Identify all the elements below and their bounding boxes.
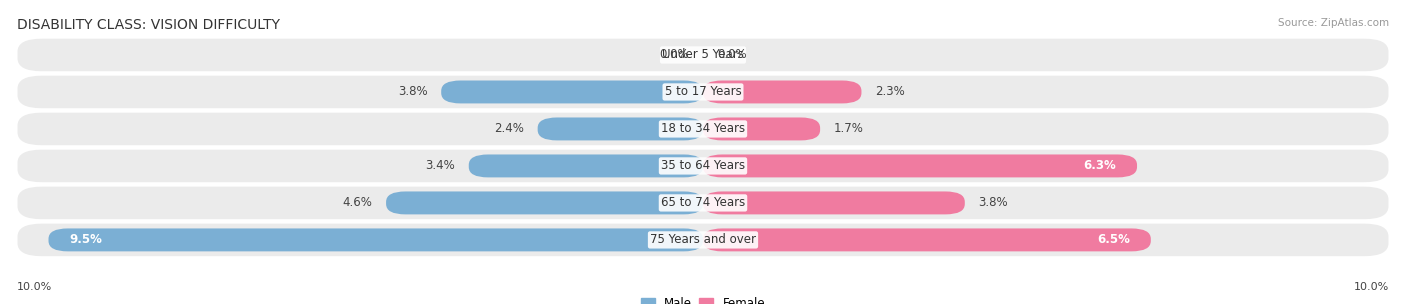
FancyBboxPatch shape — [17, 113, 1389, 145]
FancyBboxPatch shape — [703, 117, 820, 140]
Text: 35 to 64 Years: 35 to 64 Years — [661, 159, 745, 172]
Text: 3.8%: 3.8% — [979, 196, 1008, 209]
Text: 0.0%: 0.0% — [717, 48, 747, 61]
FancyBboxPatch shape — [17, 39, 1389, 71]
FancyBboxPatch shape — [703, 81, 862, 103]
Text: 3.4%: 3.4% — [425, 159, 456, 172]
Text: Under 5 Years: Under 5 Years — [662, 48, 744, 61]
FancyBboxPatch shape — [17, 150, 1389, 182]
Text: 10.0%: 10.0% — [1354, 282, 1389, 292]
Text: 65 to 74 Years: 65 to 74 Years — [661, 196, 745, 209]
Text: 6.3%: 6.3% — [1084, 159, 1116, 172]
FancyBboxPatch shape — [17, 224, 1389, 256]
FancyBboxPatch shape — [703, 192, 965, 214]
Text: 2.3%: 2.3% — [875, 85, 905, 98]
FancyBboxPatch shape — [17, 76, 1389, 108]
FancyBboxPatch shape — [537, 117, 703, 140]
FancyBboxPatch shape — [387, 192, 703, 214]
FancyBboxPatch shape — [468, 154, 703, 178]
Legend: Male, Female: Male, Female — [636, 292, 770, 304]
Text: 4.6%: 4.6% — [343, 196, 373, 209]
Text: 10.0%: 10.0% — [17, 282, 52, 292]
Text: 6.5%: 6.5% — [1097, 233, 1130, 247]
FancyBboxPatch shape — [17, 187, 1389, 219]
FancyBboxPatch shape — [441, 81, 703, 103]
Text: DISABILITY CLASS: VISION DIFFICULTY: DISABILITY CLASS: VISION DIFFICULTY — [17, 18, 280, 32]
Text: 2.4%: 2.4% — [494, 123, 524, 136]
Text: 0.0%: 0.0% — [659, 48, 689, 61]
Text: 18 to 34 Years: 18 to 34 Years — [661, 123, 745, 136]
Text: 75 Years and over: 75 Years and over — [650, 233, 756, 247]
Text: 3.8%: 3.8% — [398, 85, 427, 98]
Text: 9.5%: 9.5% — [69, 233, 103, 247]
Text: 1.7%: 1.7% — [834, 123, 863, 136]
Text: Source: ZipAtlas.com: Source: ZipAtlas.com — [1278, 18, 1389, 28]
FancyBboxPatch shape — [48, 228, 703, 251]
FancyBboxPatch shape — [703, 228, 1152, 251]
Text: 5 to 17 Years: 5 to 17 Years — [665, 85, 741, 98]
FancyBboxPatch shape — [703, 154, 1137, 178]
